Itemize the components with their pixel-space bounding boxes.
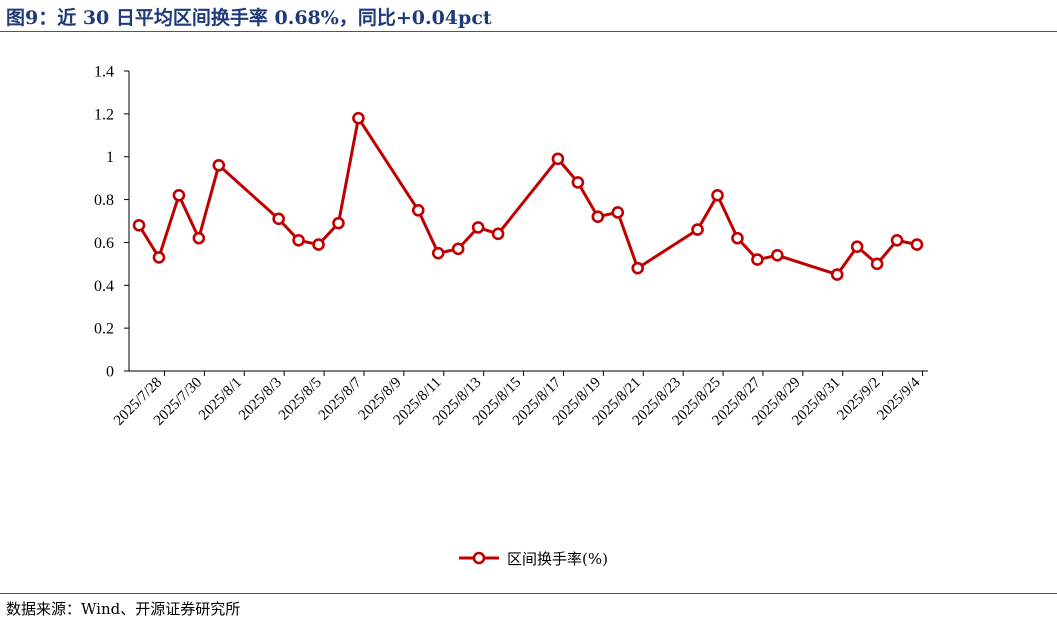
data-point <box>850 240 864 254</box>
data-point <box>152 251 166 264</box>
legend: 区间换手率(%) <box>457 548 608 568</box>
data-point <box>292 233 305 247</box>
footer-divider <box>0 593 1057 594</box>
data-point <box>431 246 445 260</box>
x-axis: 2025/7/282025/7/302025/8/12025/8/32025/8… <box>111 370 928 429</box>
line-chart: 0 0.2 0.4 0.6 0.8 1 1.2 1.4 2025/7/282025/7/302… <box>94 64 928 429</box>
data-point <box>451 242 465 256</box>
x-tick-label: 2025/9/4 <box>874 374 923 423</box>
data-point <box>890 233 904 247</box>
data-point <box>132 218 146 232</box>
y-tick-label: 0.8 <box>94 192 114 209</box>
data-point <box>711 188 724 202</box>
data-point <box>830 268 844 281</box>
y-tick-label: 0.4 <box>94 278 114 295</box>
data-point <box>691 223 704 236</box>
x-tick-label: 2025/9/2 <box>834 375 883 424</box>
x-tick-label: 2025/8/5 <box>276 375 325 424</box>
data-point <box>751 253 764 266</box>
data-point <box>631 261 645 275</box>
legend-marker-icon <box>459 551 499 565</box>
data-point <box>551 152 565 166</box>
x-tick-label: 2025/8/3 <box>236 375 285 424</box>
y-tick-label: 1 <box>106 149 114 166</box>
y-tick-label: 0.2 <box>94 321 114 338</box>
legend-label: 区间换手率(%) <box>507 549 608 568</box>
series-line <box>137 116 918 277</box>
series-layer <box>132 111 924 281</box>
y-tick-label: 1.4 <box>94 64 114 81</box>
chart-title: 图9：近 30 日平均区间换手率 0.68%，同比+0.04pct <box>6 7 492 29</box>
data-point <box>192 231 206 245</box>
y-tick-label: 0 <box>106 364 114 381</box>
data-point <box>212 158 226 172</box>
data-point <box>272 212 285 226</box>
data-point <box>771 248 784 262</box>
data-point <box>870 257 884 271</box>
x-tick-label: 2025/8/1 <box>196 375 245 424</box>
data-point <box>352 111 365 125</box>
y-tick-label: 0.6 <box>94 235 114 252</box>
y-axis: 0 0.2 0.4 0.6 0.8 1 1.2 1.4 <box>94 64 130 381</box>
data-point <box>491 227 505 241</box>
x-tick-label: 2025/8/7 <box>316 374 365 423</box>
data-point <box>731 231 744 245</box>
data-point <box>411 203 425 217</box>
y-tick-label: 1.2 <box>94 106 114 123</box>
data-point <box>172 188 186 202</box>
data-point <box>312 238 325 251</box>
data-point <box>611 206 625 219</box>
source-note: 数据来源：Wind、开源证券研究所 <box>6 600 241 618</box>
data-point <box>591 210 605 224</box>
data-point <box>571 176 585 189</box>
data-point <box>910 238 924 251</box>
data-point <box>332 216 345 230</box>
data-point <box>471 221 485 234</box>
title-divider <box>0 31 1057 32</box>
